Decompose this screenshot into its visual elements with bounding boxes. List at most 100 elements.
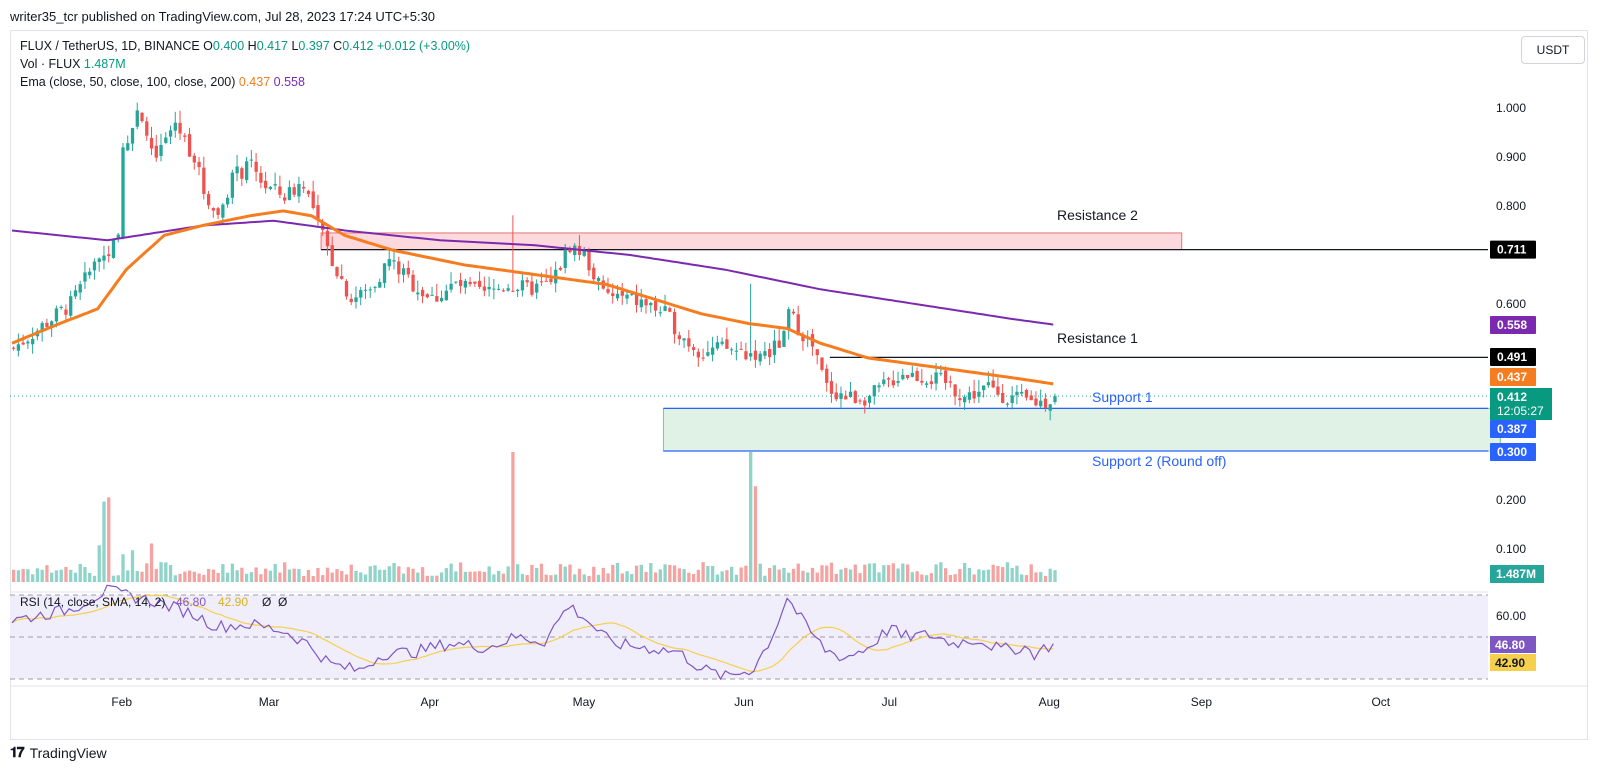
- candle-body: [477, 280, 482, 287]
- rsi-ma-tag-bg: [1490, 654, 1536, 671]
- candle-body: [145, 121, 149, 136]
- volume-bar: [653, 572, 658, 582]
- volume-bar: [392, 562, 396, 582]
- candle-body: [254, 161, 258, 172]
- volume-bar: [634, 565, 639, 582]
- candle-body: [463, 280, 468, 288]
- candle-body: [221, 204, 225, 218]
- volume-bar: [492, 574, 496, 582]
- volume-bar: [187, 570, 192, 582]
- y-tick-label: 1.000: [1496, 101, 1526, 115]
- symbol-title[interactable]: FLUX / TetherUS, 1D, BINANCE: [20, 39, 200, 53]
- candle-body: [758, 353, 762, 362]
- candle-body: [392, 260, 396, 262]
- volume-bar: [929, 573, 934, 582]
- annotations: Resistance 2 Resistance 1 Support 1 Support…: [1057, 207, 1226, 469]
- candle-body: [154, 145, 158, 158]
- volume-bar: [197, 573, 201, 582]
- current-price-bg: [1490, 388, 1552, 420]
- candle-body: [368, 289, 372, 291]
- volume-bar: [501, 573, 506, 582]
- volume-bar: [435, 575, 439, 582]
- rsi-label[interactable]: RSI (14, close, SMA, 14, 2): [20, 595, 165, 609]
- candle-body: [1039, 400, 1043, 407]
- candle-body: [31, 338, 35, 345]
- candle-body: [658, 312, 662, 314]
- ema-label[interactable]: Ema (close, 50, close, 100, close, 200): [20, 75, 236, 89]
- candle-body: [130, 127, 135, 144]
- rsi-extra-2: Ø: [278, 595, 287, 609]
- candle-body: [292, 187, 296, 195]
- volume-bar: [306, 569, 311, 582]
- volume-bar: [763, 575, 767, 582]
- candle-body: [340, 276, 344, 279]
- volume-bar: [1039, 572, 1043, 582]
- volume-bar: [730, 566, 734, 582]
- volume-bar: [168, 565, 173, 582]
- volume-bar: [867, 563, 872, 582]
- tradingview-logo-icon[interactable]: 𝟏𝟕: [10, 744, 25, 760]
- candle-body: [611, 293, 615, 296]
- candle-body: [592, 267, 596, 280]
- volume-bar: [107, 497, 111, 582]
- support-1-tag: 0.387: [1497, 422, 1527, 436]
- candle-body: [1020, 391, 1024, 394]
- candle-body: [777, 340, 781, 348]
- volume-bar: [520, 573, 525, 582]
- candle-body: [958, 398, 962, 401]
- candle-body: [625, 294, 629, 299]
- volume-bar: [287, 569, 292, 582]
- candle-body: [744, 351, 748, 360]
- candle-body: [121, 147, 125, 238]
- candle-body: [211, 208, 216, 211]
- volume-bar: [325, 567, 330, 582]
- candle-body: [387, 259, 391, 267]
- volume-bar: [682, 569, 686, 582]
- volume-bar: [387, 566, 391, 582]
- volume-bar: [953, 574, 957, 582]
- candle-body: [349, 298, 353, 303]
- volume-bar: [83, 567, 87, 582]
- candle-body: [359, 290, 363, 298]
- volume-bar: [268, 570, 273, 582]
- support-2-label: Support 2 (Round off): [1092, 453, 1226, 469]
- volume-bar: [943, 568, 948, 582]
- time-axis[interactable]: Feb Mar Apr May Jun Jul Aug Sep Oct: [111, 695, 1390, 709]
- volume-bar: [235, 570, 239, 582]
- y-tick-label: 0.600: [1496, 297, 1526, 311]
- support-2-tag-bg: [1490, 443, 1536, 461]
- x-tick-label: Aug: [1039, 695, 1060, 709]
- candle-body: [853, 391, 857, 404]
- candle-body: [734, 350, 739, 352]
- candle-body: [107, 254, 111, 257]
- volume-bar: [382, 569, 387, 582]
- volume-bar: [1024, 575, 1029, 582]
- ema200-tag: 0.558: [1497, 318, 1527, 332]
- candle-body: [525, 280, 529, 283]
- candle-body: [977, 391, 981, 397]
- volume-bar: [292, 568, 296, 582]
- volume-bar: [872, 563, 876, 582]
- volume-bar: [563, 566, 567, 582]
- candle-body: [88, 271, 92, 276]
- volume-bar: [658, 569, 662, 582]
- footer-brand[interactable]: TradingView: [29, 744, 107, 761]
- volume-label[interactable]: Vol · FLUX: [20, 57, 81, 71]
- volume-bar: [530, 564, 534, 582]
- candle-body: [615, 293, 620, 299]
- candle-body: [710, 347, 715, 355]
- volume-bar: [810, 567, 815, 582]
- candle-body: [815, 349, 819, 356]
- candle-body: [278, 186, 282, 195]
- candle-body: [363, 289, 368, 291]
- symbol-legend-row: FLUX / TetherUS, 1D, BINANCE O0.400 H0.4…: [20, 39, 470, 53]
- candle-body: [183, 135, 187, 137]
- candle-body: [1015, 391, 1019, 396]
- candle-body: [573, 245, 577, 256]
- candle-body: [1024, 390, 1029, 398]
- candle-body: [430, 294, 434, 296]
- currency-button[interactable]: USDT: [1521, 36, 1585, 64]
- volume-bar: [905, 564, 910, 582]
- candle-body: [240, 168, 244, 179]
